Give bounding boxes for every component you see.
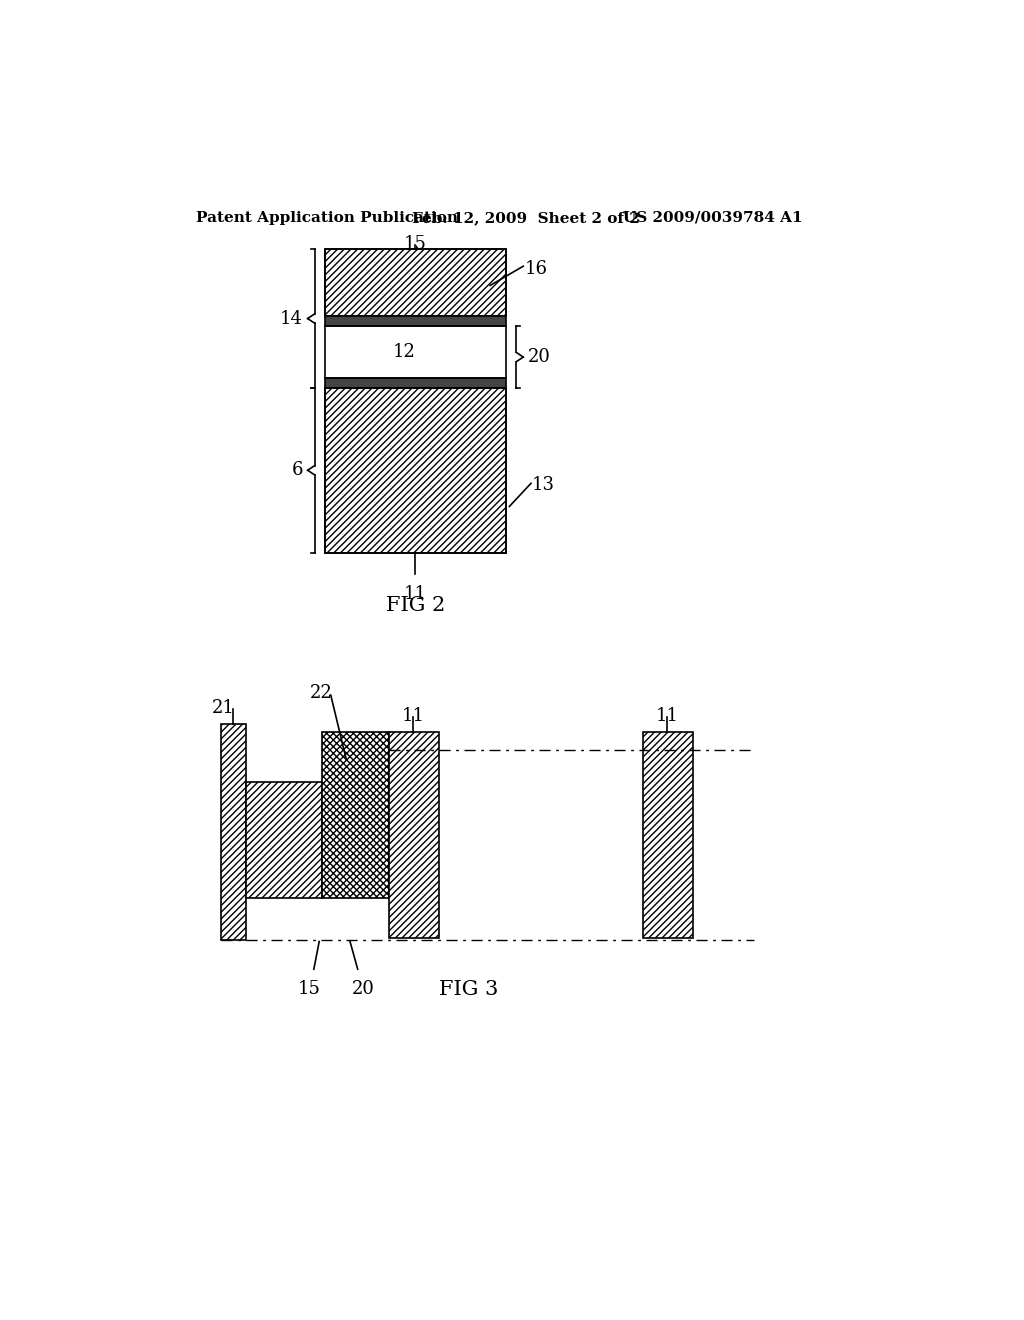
Text: 11: 11 bbox=[403, 585, 427, 603]
Bar bbox=[326, 249, 506, 317]
Bar bbox=[221, 725, 246, 940]
Bar bbox=[322, 733, 388, 898]
Text: FIG 2: FIG 2 bbox=[386, 595, 445, 615]
Bar bbox=[388, 733, 438, 937]
Text: 22: 22 bbox=[310, 684, 333, 702]
Text: 11: 11 bbox=[655, 706, 679, 725]
Text: 20: 20 bbox=[351, 979, 375, 998]
Bar bbox=[326, 326, 506, 378]
Bar bbox=[326, 378, 506, 388]
Text: 13: 13 bbox=[531, 475, 555, 494]
Text: 12: 12 bbox=[392, 343, 416, 362]
Text: FIG 3: FIG 3 bbox=[438, 979, 498, 999]
Bar bbox=[326, 388, 506, 553]
Bar bbox=[326, 249, 506, 553]
Text: US 2009/0039784 A1: US 2009/0039784 A1 bbox=[624, 211, 803, 224]
Text: 20: 20 bbox=[528, 348, 551, 366]
Text: 15: 15 bbox=[404, 235, 427, 253]
Bar bbox=[246, 781, 322, 898]
Text: Feb. 12, 2009  Sheet 2 of 2: Feb. 12, 2009 Sheet 2 of 2 bbox=[412, 211, 639, 224]
Bar bbox=[643, 733, 692, 937]
Text: 21: 21 bbox=[212, 700, 234, 717]
Text: 11: 11 bbox=[401, 706, 425, 725]
Text: Patent Application Publication: Patent Application Publication bbox=[196, 211, 458, 224]
Text: 16: 16 bbox=[524, 260, 548, 279]
Text: 6: 6 bbox=[292, 461, 303, 479]
Bar bbox=[326, 317, 506, 326]
Text: 14: 14 bbox=[280, 310, 303, 327]
Text: 15: 15 bbox=[298, 979, 321, 998]
